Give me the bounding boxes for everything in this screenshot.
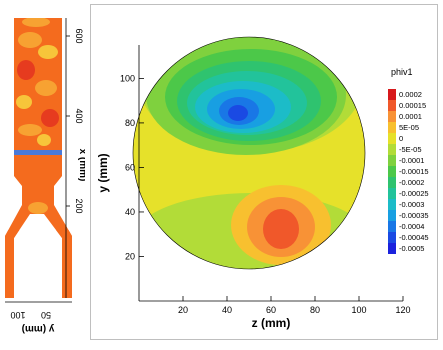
- colorbar-swatch: [388, 221, 396, 232]
- colorbar-level-label: 5E-05: [399, 123, 419, 132]
- left-x-tick-200: 200: [74, 198, 84, 213]
- colorbar-level-label: -0.00035: [399, 211, 429, 220]
- colorbar-level-label: 0: [399, 134, 403, 143]
- colorbar-level-label: -0.0005: [399, 244, 424, 253]
- colorbar-level-label: -0.00025: [399, 189, 429, 198]
- colorbar-title: phiv1: [391, 67, 413, 77]
- y-tick-label: 20: [125, 251, 135, 261]
- colorbar-level-label: 0.0002: [399, 90, 422, 99]
- colorbar-level-label: -0.0001: [399, 156, 424, 165]
- y-tick-label: 40: [125, 207, 135, 217]
- left-y-tick-50: 50: [41, 310, 51, 320]
- left-contour-panel: 600 400 200 x (mm) 100 50 y (mm): [0, 0, 88, 345]
- colorbar-level-label: -0.0004: [399, 222, 424, 231]
- left-x-axis: 600 400 200 x (mm): [65, 18, 88, 298]
- main-y-axis-label: y (mm): [96, 153, 110, 192]
- colorbar-swatch: [388, 122, 396, 133]
- colorbar-swatch: [388, 210, 396, 221]
- colorbar-level-label: -0.00015: [399, 167, 429, 176]
- left-y-axis-label: y (mm): [22, 323, 55, 334]
- y-tick-label: 100: [120, 73, 135, 83]
- left-y-tick-100: 100: [10, 310, 25, 320]
- left-y-axis: 100 50 y (mm): [5, 301, 72, 334]
- main-x-axis-label: z (mm): [252, 316, 291, 330]
- colorbar-legend: phiv1 0.0002 0.00015 0.0001 5E-05 0 -5E-05 -0.…: [388, 67, 429, 254]
- colorbar-swatch: [388, 243, 396, 254]
- x-tick-label: 80: [310, 305, 320, 315]
- colorbar-level-label: -0.0002: [399, 178, 424, 187]
- colorbar-swatch: [388, 133, 396, 144]
- x-tick-label: 40: [222, 305, 232, 315]
- colorbar-swatch: [388, 89, 396, 100]
- colorbar-level-label: 0.00015: [399, 101, 426, 110]
- colorbar-swatch: [388, 155, 396, 166]
- left-contour-svg: 600 400 200 x (mm) 100 50 y (mm): [5, 18, 88, 334]
- colorbar-level-label: -0.00045: [399, 233, 429, 242]
- left-strip-field: [5, 18, 72, 298]
- colorbar-swatch: [388, 177, 396, 188]
- x-tick-label: 20: [178, 305, 188, 315]
- x-tick-label: 60: [266, 305, 276, 315]
- left-x-tick-600: 600: [74, 28, 84, 43]
- colorbar-swatch: [388, 232, 396, 243]
- colorbar-swatch: [388, 144, 396, 155]
- colorbar-swatch: [388, 199, 396, 210]
- x-tick-label: 100: [351, 305, 366, 315]
- colorbar-swatch: [388, 188, 396, 199]
- colorbar-level-label: -5E-05: [399, 145, 422, 154]
- x-tick-label: 120: [395, 305, 410, 315]
- right-contour-svg: 20 40 60 80 100 120 20 40 60 80 100 z (mm) y (mm)…: [96, 36, 429, 330]
- colorbar-swatch: [388, 111, 396, 122]
- right-contour-panel: 20 40 60 80 100 120 20 40 60 80 100 z (mm) y (mm)…: [90, 4, 438, 340]
- main-y-ticks: 20 40 60 80 100: [120, 73, 144, 261]
- left-x-axis-label: x (mm): [77, 149, 85, 182]
- colorbar-swatch: [388, 100, 396, 111]
- colorbar-swatch: [388, 166, 396, 177]
- main-x-ticks: 20 40 60 80 100 120: [178, 296, 411, 315]
- colorbar-level-label: -0.0003: [399, 200, 424, 209]
- y-tick-label: 60: [125, 162, 135, 172]
- colorbar-level-label: 0.0001: [399, 112, 422, 121]
- y-tick-label: 80: [125, 118, 135, 128]
- left-x-tick-400: 400: [74, 108, 84, 123]
- contour-field: [133, 37, 365, 269]
